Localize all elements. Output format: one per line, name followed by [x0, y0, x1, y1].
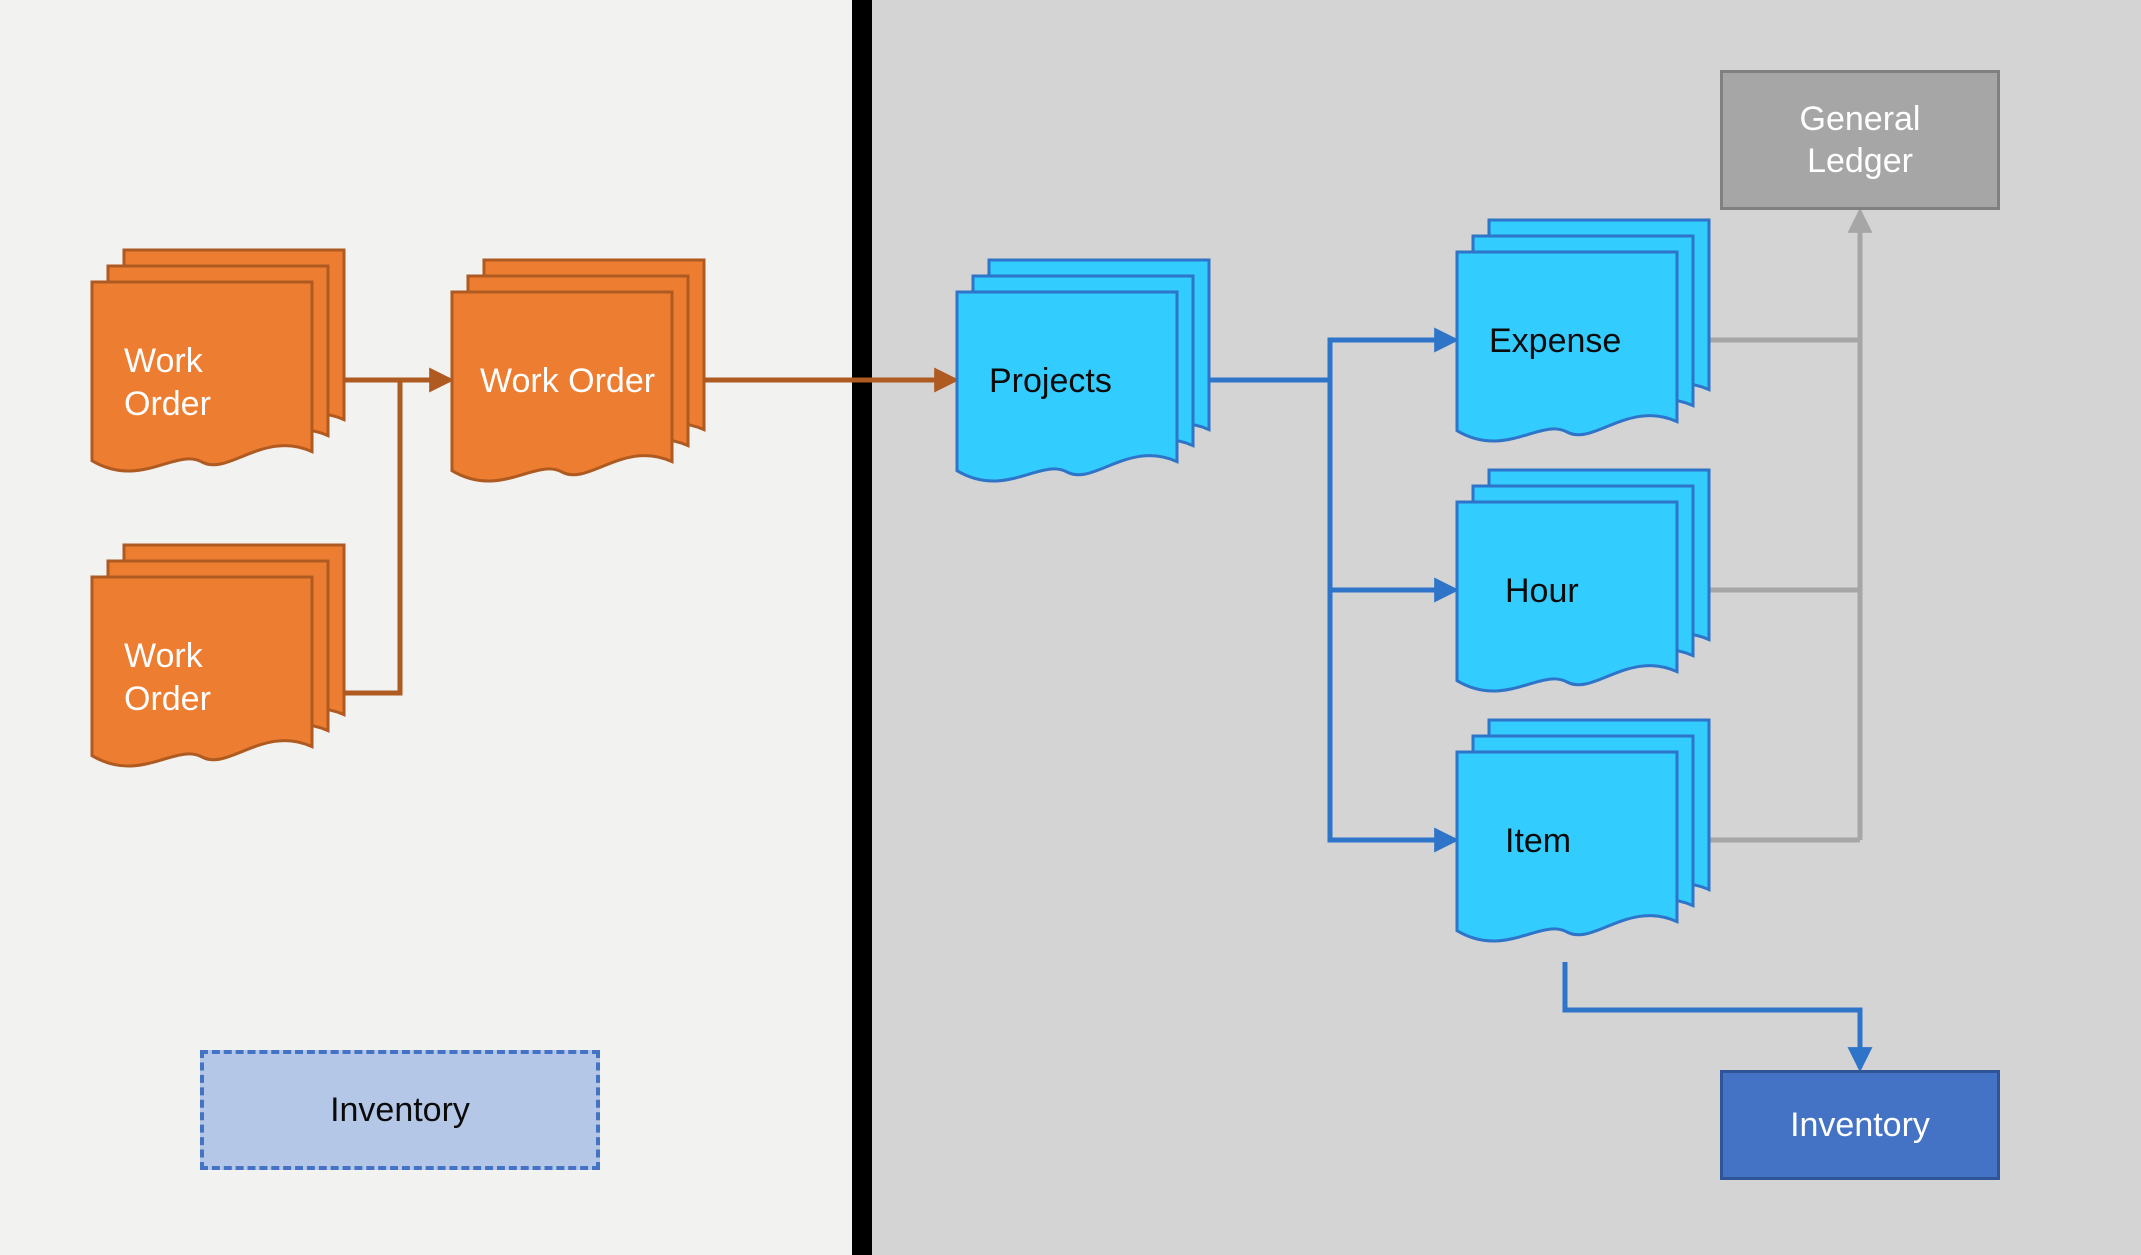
box-inv_left: Inventory: [200, 1050, 600, 1170]
doc-label-hour: Hour: [1505, 570, 1579, 613]
doc-item: Item: [1455, 750, 1707, 988]
doc-label-wo_bottom: Work Order: [124, 635, 211, 720]
doc-label-expense: Expense: [1489, 320, 1621, 363]
doc-label-projects: Projects: [989, 360, 1112, 403]
diagram-canvas: Work Order Work Order Work Order Projects Ex…: [0, 0, 2141, 1255]
doc-label-wo_top: Work Order: [124, 340, 211, 425]
vertical-divider: [852, 0, 872, 1255]
box-inv_right: Inventory: [1720, 1070, 2000, 1180]
doc-wo_center: Work Order: [450, 290, 702, 528]
doc-projects: Projects: [955, 290, 1207, 528]
doc-label-item: Item: [1505, 820, 1571, 863]
doc-expense: Expense: [1455, 250, 1707, 488]
doc-wo_top: Work Order: [90, 280, 342, 518]
doc-hour: Hour: [1455, 500, 1707, 738]
box-gl: General Ledger: [1720, 70, 2000, 210]
doc-wo_bottom: Work Order: [90, 575, 342, 813]
doc-label-wo_center: Work Order: [480, 360, 655, 403]
